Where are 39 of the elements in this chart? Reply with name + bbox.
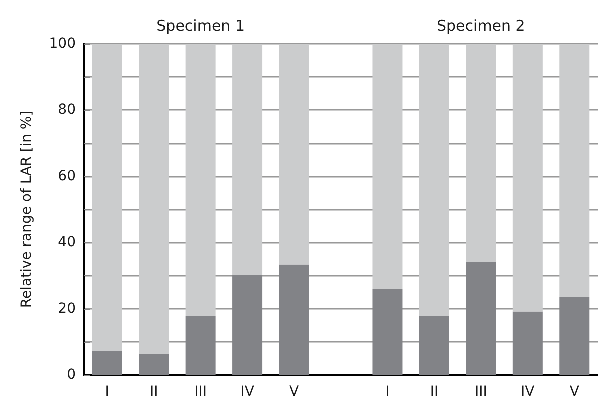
x-tick-label: II	[150, 384, 158, 400]
bar	[372, 44, 403, 290]
x-tick-label: IV	[240, 384, 255, 400]
x-tick-label: III	[194, 384, 208, 400]
text: Specimen 2	[437, 17, 526, 35]
bar	[560, 44, 590, 298]
bar	[512, 312, 543, 375]
bar	[139, 44, 170, 354]
bar	[279, 264, 310, 375]
bar	[232, 275, 263, 375]
y-tick-label: 0	[67, 367, 76, 383]
bar	[186, 44, 216, 316]
bar	[419, 316, 450, 375]
y-tick-label: 100	[49, 36, 76, 52]
bar	[232, 44, 263, 276]
y-tick-label: 40	[58, 234, 76, 251]
x-tick-label: I	[386, 384, 390, 400]
x-tick-label: V	[289, 384, 300, 400]
bar	[139, 354, 170, 375]
bar	[92, 44, 122, 352]
y-tick-label: 60	[58, 168, 76, 184]
bar	[466, 44, 496, 262]
bar	[372, 289, 403, 375]
x-tick-label: II	[430, 384, 439, 400]
x-tick-label: III	[474, 384, 488, 400]
x-tick-label: V	[570, 384, 580, 400]
y-axis-title: Relative range of LAR [in %]	[19, 110, 35, 308]
bar	[92, 351, 122, 375]
y-tick-label: 80	[58, 102, 76, 118]
bar	[186, 316, 216, 375]
x-tick-label: I	[105, 384, 110, 400]
bar	[560, 297, 590, 375]
text: Specimen 1	[156, 17, 245, 35]
bar	[419, 44, 450, 316]
bar	[466, 262, 496, 375]
x-tick-label: IV	[521, 384, 536, 400]
y-tick-label: 20	[58, 300, 76, 317]
bar	[279, 44, 310, 265]
bar	[512, 44, 543, 312]
